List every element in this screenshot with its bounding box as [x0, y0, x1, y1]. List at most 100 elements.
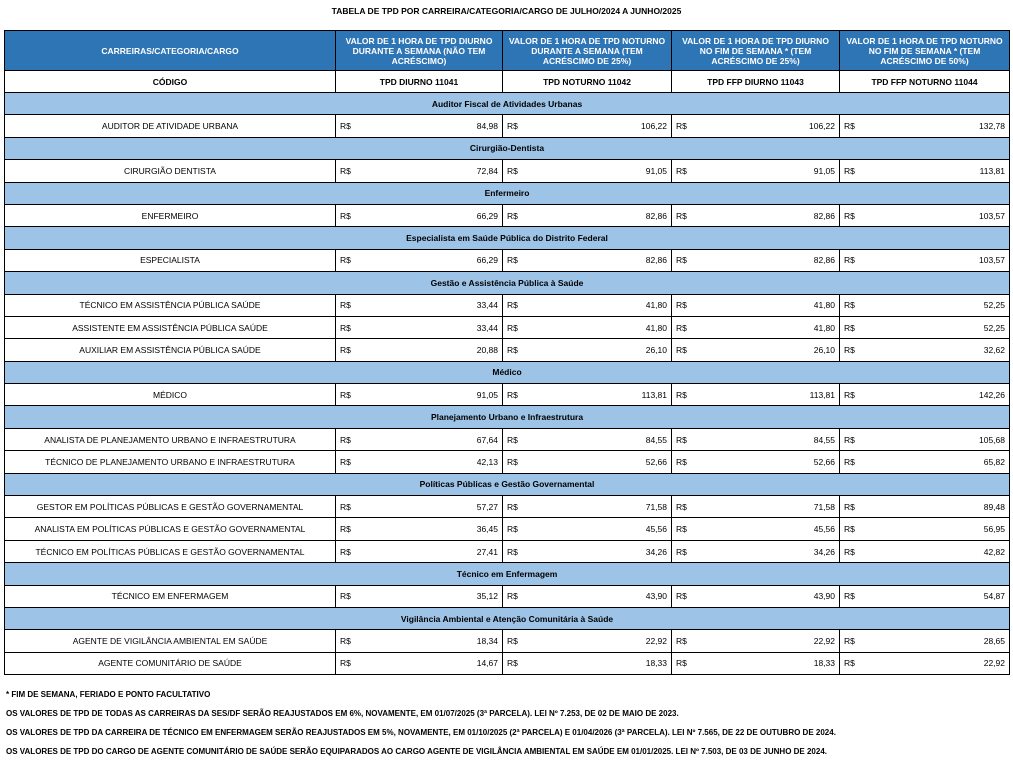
data-row: GESTOR EM POLÍTICAS PÚBLICAS E GESTÃO GO… — [4, 495, 1010, 519]
currency: R$ — [340, 255, 351, 266]
value: 113,81 — [641, 389, 667, 400]
data-row: CIRURGIÃO DENTISTA R$ 72,84 R$ 91,05 R$ 91,05 R… — [4, 159, 1010, 183]
value-cell: R$ 66,29 — [335, 203, 503, 228]
value: 66,29 — [476, 255, 498, 266]
value-cell: R$ 66,29 — [335, 248, 503, 273]
value-cell: R$ 142,26 — [839, 383, 1010, 407]
currency: R$ — [844, 658, 855, 669]
career-cell: ANALISTA EM POLÍTICAS PÚBLICAS E GESTÃO … — [4, 517, 336, 541]
value: 45,56 — [813, 524, 835, 535]
value-cell: R$ 84,55 — [502, 427, 672, 452]
notes: * FIM DE SEMANA, FERIADO E PONTO FACULTA… — [6, 689, 836, 765]
value: 52,66 — [813, 456, 835, 467]
value: 72,84 — [476, 165, 498, 176]
value: 91,05 — [813, 165, 835, 176]
section-cell: Médico — [4, 360, 1010, 385]
value-cell: R$ 71,58 — [671, 495, 840, 519]
currency: R$ — [676, 322, 687, 333]
value: 18,34 — [476, 636, 498, 647]
data-row: ANALISTA DE PLANEJAMENTO URBANO E INFRAE… — [4, 427, 1010, 452]
career-cell: ANALISTA DE PLANEJAMENTO URBANO E INFRAE… — [4, 427, 336, 452]
value: 113,81 — [979, 165, 1005, 176]
value: 82,86 — [645, 210, 667, 221]
value: 91,05 — [476, 389, 498, 400]
value: 41,80 — [645, 322, 667, 333]
currency: R$ — [507, 636, 518, 647]
currency: R$ — [340, 300, 351, 311]
currency: R$ — [340, 524, 351, 535]
currency: R$ — [507, 322, 518, 333]
data-row: AGENTE DE VIGILÂNCIA AMBIENTAL EM SAÚDE R… — [4, 629, 1010, 653]
value: 35,12 — [476, 591, 498, 602]
value: 22,92 — [813, 636, 835, 647]
section-row: Gestão e Assistência Pública à Saúde — [4, 271, 1010, 295]
currency: R$ — [844, 255, 855, 266]
code-cell: TPD FFP DIURNO 11043 — [671, 70, 840, 93]
header-cell: VALOR DE 1 HORA DE TPD DIURNO DURANTE A … — [335, 30, 503, 71]
value-cell: R$ 34,26 — [671, 539, 840, 564]
career-cell: AUXILIAR EM ASSISTÊNCIA PÚBLICA SAÚDE — [4, 338, 336, 362]
value-cell: R$ 34,26 — [502, 539, 672, 564]
value-cell: R$ 56,95 — [839, 517, 1010, 541]
value: 84,55 — [813, 434, 835, 445]
data-row: TÉCNICO EM ASSISTÊNCIA PÚBLICA SAÚDE R$ 33… — [4, 293, 1010, 317]
currency: R$ — [676, 524, 687, 535]
currency: R$ — [340, 121, 351, 132]
section-row: Especialista em Saúde Pública do Distrit… — [4, 226, 1010, 250]
value-cell: R$ 91,05 — [502, 159, 672, 183]
value: 36,45 — [476, 524, 498, 535]
value: 71,58 — [645, 501, 667, 512]
value: 57,27 — [476, 501, 498, 512]
value: 82,86 — [813, 255, 835, 266]
section-cell: Vigilância Ambiental e Atenção Comunitár… — [4, 606, 1010, 631]
currency: R$ — [676, 546, 687, 557]
value-cell: R$ 22,92 — [502, 629, 672, 653]
code-row: CÓDIGO TPD DIURNO 11041 TPD NOTURNO 11042 T… — [4, 70, 1010, 93]
currency: R$ — [507, 658, 518, 669]
value: 67,64 — [476, 434, 498, 445]
value-cell: R$ 20,88 — [335, 338, 503, 362]
value-cell: R$ 32,62 — [839, 338, 1010, 362]
value: 34,26 — [813, 546, 835, 557]
career-cell: AGENTE COMUNITÁRIO DE SAÚDE — [4, 651, 336, 676]
currency: R$ — [844, 524, 855, 535]
currency: R$ — [507, 434, 518, 445]
currency: R$ — [676, 344, 687, 355]
career-cell: ESPECIALISTA — [4, 248, 336, 273]
value-cell: R$ 41,80 — [502, 293, 672, 317]
career-cell: GESTOR EM POLÍTICAS PÚBLICAS E GESTÃO GO… — [4, 495, 336, 519]
header-cell: VALOR DE 1 HORA DE TPD NOTURNO NO FIM DE… — [839, 30, 1010, 71]
currency: R$ — [340, 322, 351, 333]
value: 103,57 — [979, 255, 1005, 266]
section-row: Enfermeiro — [4, 181, 1010, 205]
value-cell: R$ 27,41 — [335, 539, 503, 564]
currency: R$ — [340, 389, 351, 400]
data-row: TÉCNICO EM POLÍTICAS PÚBLICAS E GESTÃO G… — [4, 539, 1010, 564]
value: 41,80 — [813, 300, 835, 311]
data-row: TÉCNICO EM ENFERMAGEM R$ 35,12 R$ 43,90 R$ 43,… — [4, 584, 1010, 608]
value: 52,25 — [983, 322, 1005, 333]
currency: R$ — [340, 501, 351, 512]
currency: R$ — [507, 591, 518, 602]
section-row: Políticas Públicas e Gestão Governamenta… — [4, 472, 1010, 497]
value: 42,82 — [983, 546, 1005, 557]
value: 34,26 — [645, 546, 667, 557]
value-cell: R$ 18,33 — [502, 651, 672, 676]
value-cell: R$ 113,81 — [671, 383, 840, 407]
section-row: Técnico em Enfermagem — [4, 562, 1010, 586]
value-cell: R$ 84,55 — [671, 427, 840, 452]
career-cell: TÉCNICO EM ENFERMAGEM — [4, 584, 336, 608]
value: 105,68 — [979, 434, 1005, 445]
currency: R$ — [676, 636, 687, 647]
value-cell: R$ 42,13 — [335, 450, 503, 474]
currency: R$ — [507, 524, 518, 535]
value: 42,13 — [476, 456, 498, 467]
value: 27,41 — [476, 546, 498, 557]
value: 56,95 — [983, 524, 1005, 535]
section-row: Vigilância Ambiental e Atenção Comunitár… — [4, 606, 1010, 631]
value-cell: R$ 103,57 — [839, 203, 1010, 228]
currency: R$ — [507, 344, 518, 355]
currency: R$ — [676, 300, 687, 311]
section-cell: Políticas Públicas e Gestão Governamenta… — [4, 472, 1010, 497]
